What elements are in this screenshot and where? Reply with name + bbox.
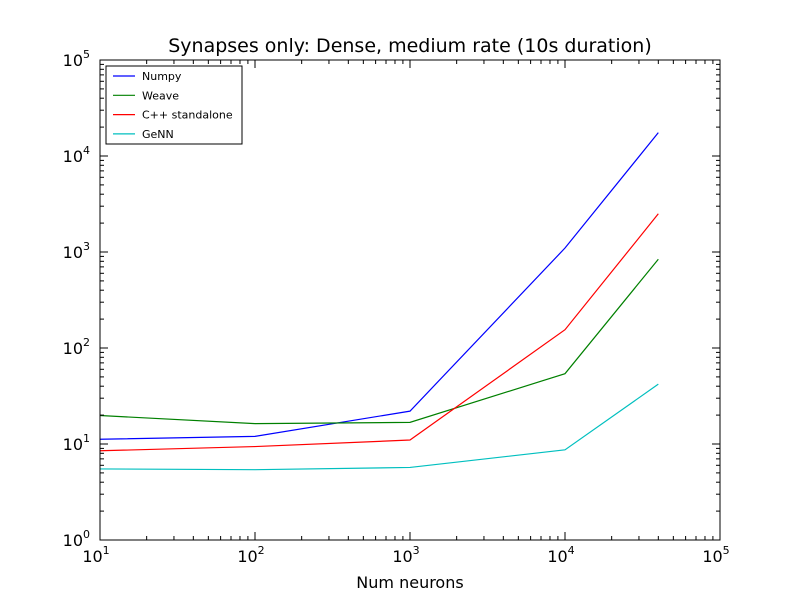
series-layer [99,132,659,471]
y-tick-label-4: 104 [63,144,90,166]
series-line-1 [99,258,659,425]
series-line-3 [99,383,659,471]
chart-title: Synapses only: Dense, medium rate (10s d… [168,35,652,57]
y-tick-label-1: 101 [63,432,90,454]
series-line-0 [99,132,659,440]
x-axis-label: Num neurons [356,573,463,592]
legend-label-0: Numpy [142,70,182,83]
y-tick-label-0: 100 [63,528,90,550]
legend-label-3: GeNN [142,128,174,141]
legend-label-1: Weave [142,89,179,102]
y-tick-label-3: 103 [63,240,90,262]
y-tick-label-5: 105 [63,48,90,70]
legend-label-2: C++ standalone [142,109,233,122]
y-tick-label-2: 102 [63,336,90,358]
x-tick-label-0: 101 [82,544,109,566]
series-line-2 [99,213,659,452]
x-tick-label-4: 105 [702,544,729,566]
x-tick-label-3: 104 [547,544,574,566]
x-tick-label-1: 102 [237,544,264,566]
legend-box [105,65,243,145]
legend: Numpy Weave C++ standalone GeNN [105,65,243,145]
x-tick-label-2: 103 [392,544,419,566]
